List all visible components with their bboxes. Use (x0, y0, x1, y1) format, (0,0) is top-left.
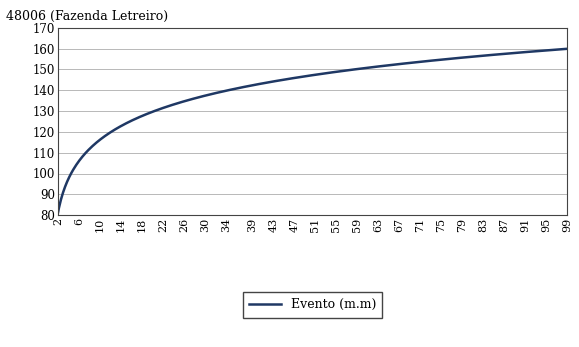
Evento (m.m) (552, 48, 559, 52)
Evento (m.m) (296, 75, 303, 79)
Evento (m.m) (330, 70, 337, 74)
Text: 48006 (Fazenda Letreiro): 48006 (Fazenda Letreiro) (6, 10, 168, 23)
Legend: Evento (m.m): Evento (m.m) (243, 292, 382, 318)
Evento (m.m) (472, 54, 479, 59)
Line: Evento (m.m): Evento (m.m) (58, 49, 567, 213)
Evento (m.m) (564, 47, 571, 51)
Evento (m.m) (299, 75, 306, 79)
Evento (m.m) (358, 67, 365, 71)
Evento (m.m) (54, 211, 61, 215)
